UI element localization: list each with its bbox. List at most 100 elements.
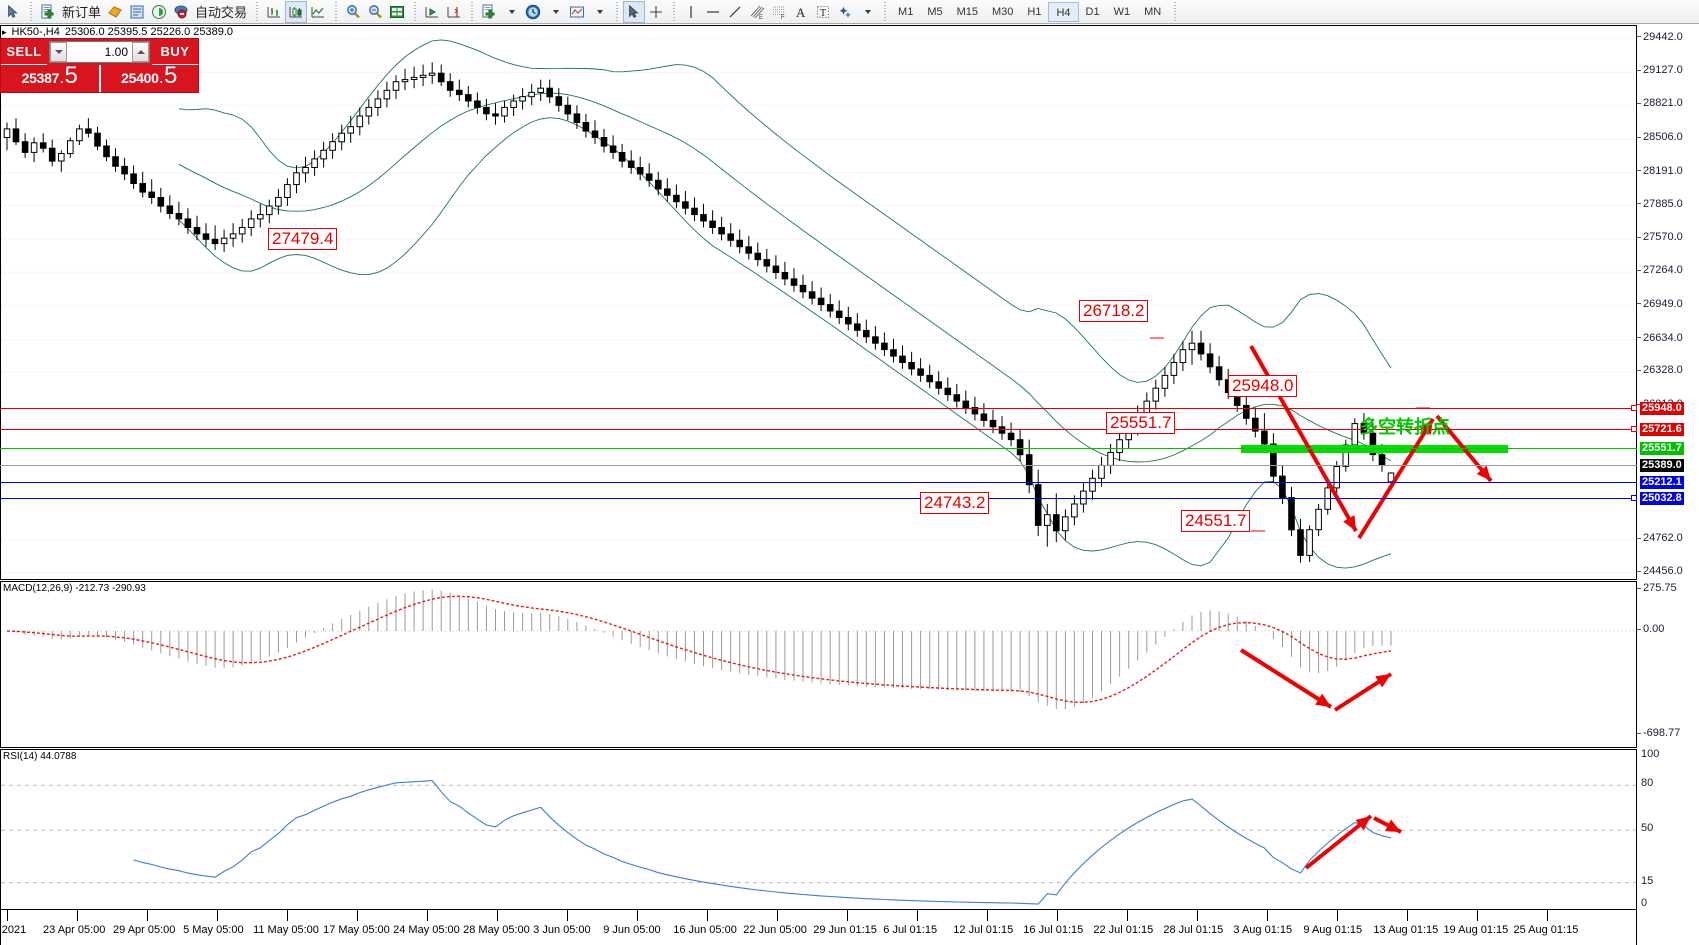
volume-decrease-button[interactable]: [50, 42, 67, 62]
shapes-icon[interactable]: [834, 1, 856, 23]
rsi-pane[interactable]: RSI(14) 44.0788: [0, 749, 1637, 910]
annotation-24551[interactable]: 24551.7: [1181, 510, 1251, 532]
period-icon[interactable]: [522, 1, 544, 23]
chart-shift-icon[interactable]: [443, 1, 465, 23]
tab-timeframe-m30[interactable]: M30: [992, 5, 1014, 18]
tab-timeframe-h4[interactable]: H4: [1048, 1, 1079, 22]
time-tick: [1127, 910, 1129, 921]
zoom-in-icon[interactable]: [342, 1, 364, 23]
annotation-27479[interactable]: 27479.4: [268, 228, 338, 250]
price-level-line-25032.8[interactable]: [0, 498, 1637, 499]
annotation-25948[interactable]: 25948.0: [1228, 375, 1298, 397]
axis-tick-0.00: 0.00: [1637, 623, 1664, 635]
autotrading-label[interactable]: 自动交易: [195, 5, 248, 20]
sell-price[interactable]: 25387 . 5: [1, 62, 99, 92]
navigator-icon[interactable]: [148, 1, 170, 23]
toolbar-separator-3: [332, 1, 340, 22]
price-level-line-25389.0[interactable]: [0, 465, 1637, 466]
tab-timeframe-d1[interactable]: D1: [1085, 5, 1100, 18]
tab-timeframe-w1[interactable]: W1: [1113, 5, 1131, 18]
templates-icon[interactable]: [566, 1, 588, 23]
price-level-line-25721.6[interactable]: [0, 429, 1637, 430]
vertical-line-icon[interactable]: [680, 1, 702, 23]
volume-increase-button[interactable]: [132, 42, 149, 62]
auto-scroll-icon[interactable]: [421, 1, 443, 23]
tab-timeframe-h1[interactable]: H1: [1027, 5, 1042, 18]
price-level-badge-25551.7[interactable]: 25551.7: [1640, 442, 1684, 455]
bar-chart-icon[interactable]: [263, 1, 285, 23]
time-axis-label: 13 Aug 01:15: [1373, 924, 1439, 936]
price-level-badge-25389.0[interactable]: 25389.0: [1640, 459, 1684, 472]
price-level-line-25212.1[interactable]: [0, 482, 1637, 483]
time-axis[interactable]: 9 Apr 2021 23 Apr 05:00 29 Apr 05:00 5 May …: [0, 910, 1637, 945]
time-tick: [1197, 910, 1199, 921]
price-axis[interactable]: 29442.0 29127.0 28821.0 28506.0 28191.0 27885…: [1637, 25, 1699, 580]
macd-canvas[interactable]: [1, 582, 1636, 747]
price-level-badge-25948.0[interactable]: 25948.0: [1640, 402, 1684, 415]
time-axis-label: 9 Aug 01:15: [1303, 924, 1363, 936]
tab-timeframe-mn[interactable]: MN: [1144, 5, 1162, 18]
fibonacci-icon[interactable]: F: [768, 1, 790, 23]
new-order-icon[interactable]: [37, 1, 59, 23]
volume-stepper[interactable]: 1.00: [49, 41, 150, 63]
price-level-handle[interactable]: [1631, 405, 1637, 411]
price-chart-canvas[interactable]: [1, 26, 1636, 579]
price-level-line-25551.7[interactable]: [0, 448, 1637, 449]
rsi-canvas[interactable]: [1, 750, 1636, 909]
svg-text:A: A: [796, 5, 806, 20]
axis-tick-27885.0: 27885.0: [1637, 198, 1683, 210]
line-chart-icon[interactable]: [307, 1, 329, 23]
text-label-icon[interactable]: T: [812, 1, 834, 23]
data-window-icon[interactable]: [126, 1, 148, 23]
indicators-dropdown-icon[interactable]: [500, 1, 522, 23]
main-toolbar[interactable]: 新订单 自动交易: [0, 0, 1699, 24]
price-chart-pane[interactable]: [0, 25, 1637, 580]
buy-price-fraction: 5: [163, 62, 178, 89]
indicators-icon[interactable]: [478, 1, 500, 23]
tile-windows-icon[interactable]: [386, 1, 408, 23]
tab-timeframe-m5[interactable]: M5: [927, 5, 943, 18]
price-level-badge-25721.6[interactable]: 25721.6: [1640, 423, 1684, 436]
toolbar-separator-6: [613, 1, 621, 22]
crosshair-icon[interactable]: [645, 1, 667, 23]
tab-timeframe-m15[interactable]: M15: [956, 5, 978, 18]
one-click-trading-panel[interactable]: SELL 1.00 BUY 25387 . 5 25400 . 5: [0, 38, 199, 93]
period-dropdown-icon[interactable]: [544, 1, 566, 23]
volume-value[interactable]: 1.00: [104, 45, 128, 59]
cursor-icon[interactable]: [2, 1, 24, 23]
annotation-24743[interactable]: 24743.2: [920, 492, 990, 514]
time-axis-label: 16 Jun 05:00: [673, 924, 737, 936]
autotrading-icon[interactable]: [170, 1, 192, 23]
equidistant-channel-icon[interactable]: E: [746, 1, 768, 23]
new-order-label[interactable]: 新订单: [62, 5, 102, 20]
shapes-dropdown-icon[interactable]: [856, 1, 878, 23]
chinese-annotation-note[interactable]: 多空转折点: [1360, 417, 1450, 437]
macd-axis[interactable]: 275.75 0.00 -698.77: [1637, 581, 1699, 748]
horizontal-line-icon[interactable]: [702, 1, 724, 23]
buy-price[interactable]: 25400 . 5: [98, 62, 199, 92]
price-level-handle[interactable]: [1631, 495, 1637, 501]
price-level-badge-25032.8[interactable]: 25032.8: [1640, 492, 1684, 505]
annotation-25551[interactable]: 25551.7: [1106, 412, 1176, 434]
templates-dropdown-icon[interactable]: [588, 1, 610, 23]
zoom-out-icon[interactable]: [364, 1, 386, 23]
time-axis-label: 9 Jun 05:00: [603, 924, 661, 936]
annotation-26718[interactable]: 26718.2: [1079, 300, 1149, 322]
price-level-badge-25212.1[interactable]: 25212.1: [1640, 476, 1684, 489]
candlestick-chart-icon[interactable]: [285, 0, 308, 23]
buy-button[interactable]: BUY: [152, 39, 198, 65]
sell-button[interactable]: SELL: [1, 39, 47, 65]
time-tick: [567, 910, 569, 921]
rsi-axis[interactable]: 100 80 50 15 0: [1637, 748, 1699, 910]
macd-pane[interactable]: MACD(12,26,9) -212.73 -290.93: [0, 581, 1637, 748]
text-icon[interactable]: A: [790, 1, 812, 23]
expert-advisor-icon[interactable]: [104, 1, 126, 23]
tab-timeframe-m1[interactable]: M1: [898, 5, 914, 18]
cursor-tool-icon[interactable]: [623, 0, 646, 23]
trendline-icon[interactable]: [724, 1, 746, 23]
price-level-handle[interactable]: [1631, 426, 1637, 432]
price-level-line-25948.0[interactable]: [0, 408, 1637, 409]
sell-price-fraction: 5: [64, 62, 78, 89]
axis-tick-275.75: 275.75: [1637, 582, 1677, 594]
sell-price-integer: 25387: [21, 70, 60, 86]
